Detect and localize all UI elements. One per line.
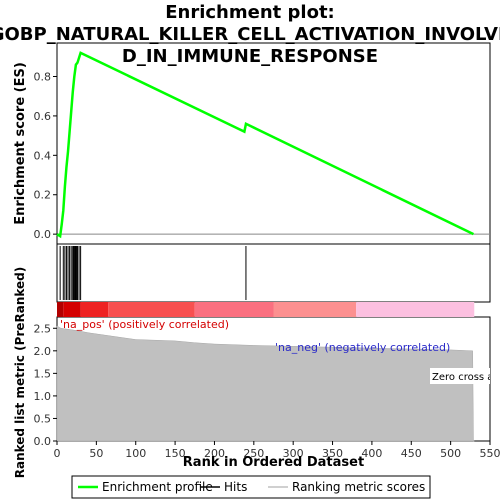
x-tick-label: 300 bbox=[283, 447, 304, 460]
legend-box bbox=[71, 475, 431, 499]
chart-title-line: GOBP_NATURAL_KILLER_CELL_ACTIVATION_INVO… bbox=[0, 24, 500, 45]
hits-panel-frame bbox=[56, 243, 491, 303]
x-tick-label: 500 bbox=[440, 447, 461, 460]
na-neg-annotation: 'na_neg' (negatively correlated) bbox=[275, 341, 450, 354]
rank-y-tick-label: 2.5 bbox=[34, 322, 52, 335]
x-tick-label: 450 bbox=[401, 447, 422, 460]
es-y-tick-label: 0.6 bbox=[34, 110, 52, 123]
zero-cross-annotation: Zero cross at 529 bbox=[432, 372, 500, 383]
es-y-tick-label: 0.2 bbox=[34, 189, 52, 202]
rank-y-tick-label: 2.0 bbox=[34, 345, 52, 358]
rank-y-axis-label: Ranked list metric (PreRanked) bbox=[13, 267, 27, 479]
x-tick-label: 350 bbox=[322, 447, 343, 460]
color-bar-segment bbox=[356, 302, 475, 317]
es-y-tick-label: 0.0 bbox=[34, 228, 52, 241]
zero-cross-bg bbox=[430, 368, 490, 384]
color-bar-segment bbox=[273, 302, 357, 317]
color-bar-segment bbox=[57, 302, 64, 317]
rank-y-tick-label: 1.5 bbox=[34, 367, 52, 380]
x-tick-label: 400 bbox=[361, 447, 382, 460]
x-tick-label: 550 bbox=[480, 447, 500, 460]
x-tick-label: 0 bbox=[54, 447, 61, 460]
chart-title-line: D_IN_IMMUNE_RESPONSE bbox=[122, 46, 378, 67]
legend-label: Hits bbox=[224, 480, 247, 494]
color-bar-segment bbox=[108, 302, 195, 317]
color-bar-segment bbox=[63, 302, 81, 317]
es-y-axis-label: Enrichment score (ES) bbox=[13, 62, 28, 225]
rank-y-tick-label: 0.5 bbox=[34, 412, 52, 425]
color-bar-segment bbox=[194, 302, 274, 317]
zero-cross-clip: Zero cross at 529 bbox=[430, 368, 500, 384]
x-tick-label: 50 bbox=[89, 447, 103, 460]
x-tick-label: 250 bbox=[243, 447, 264, 460]
enrichment-profile-line bbox=[56, 51, 475, 239]
legend-label: Ranking metric scores bbox=[292, 480, 425, 494]
x-tick-label: 200 bbox=[204, 447, 225, 460]
legend-label: Enrichment profile bbox=[102, 480, 213, 494]
x-tick-label: 150 bbox=[165, 447, 186, 460]
chart-title-line: Enrichment plot: bbox=[165, 2, 335, 23]
es-y-tick-label: 0.8 bbox=[34, 71, 52, 84]
rank-y-tick-label: 1.0 bbox=[34, 390, 52, 403]
ranking-metric-area bbox=[56, 325, 475, 442]
rank-y-tick-label: 0.0 bbox=[34, 435, 52, 448]
color-bar-segment bbox=[80, 302, 109, 317]
x-axis-label: Rank in Ordered Dataset bbox=[183, 455, 364, 470]
es-y-tick-label: 0.4 bbox=[34, 149, 52, 162]
na-pos-annotation: 'na_pos' (positively correlated) bbox=[60, 318, 229, 331]
x-tick-label: 100 bbox=[125, 447, 146, 460]
